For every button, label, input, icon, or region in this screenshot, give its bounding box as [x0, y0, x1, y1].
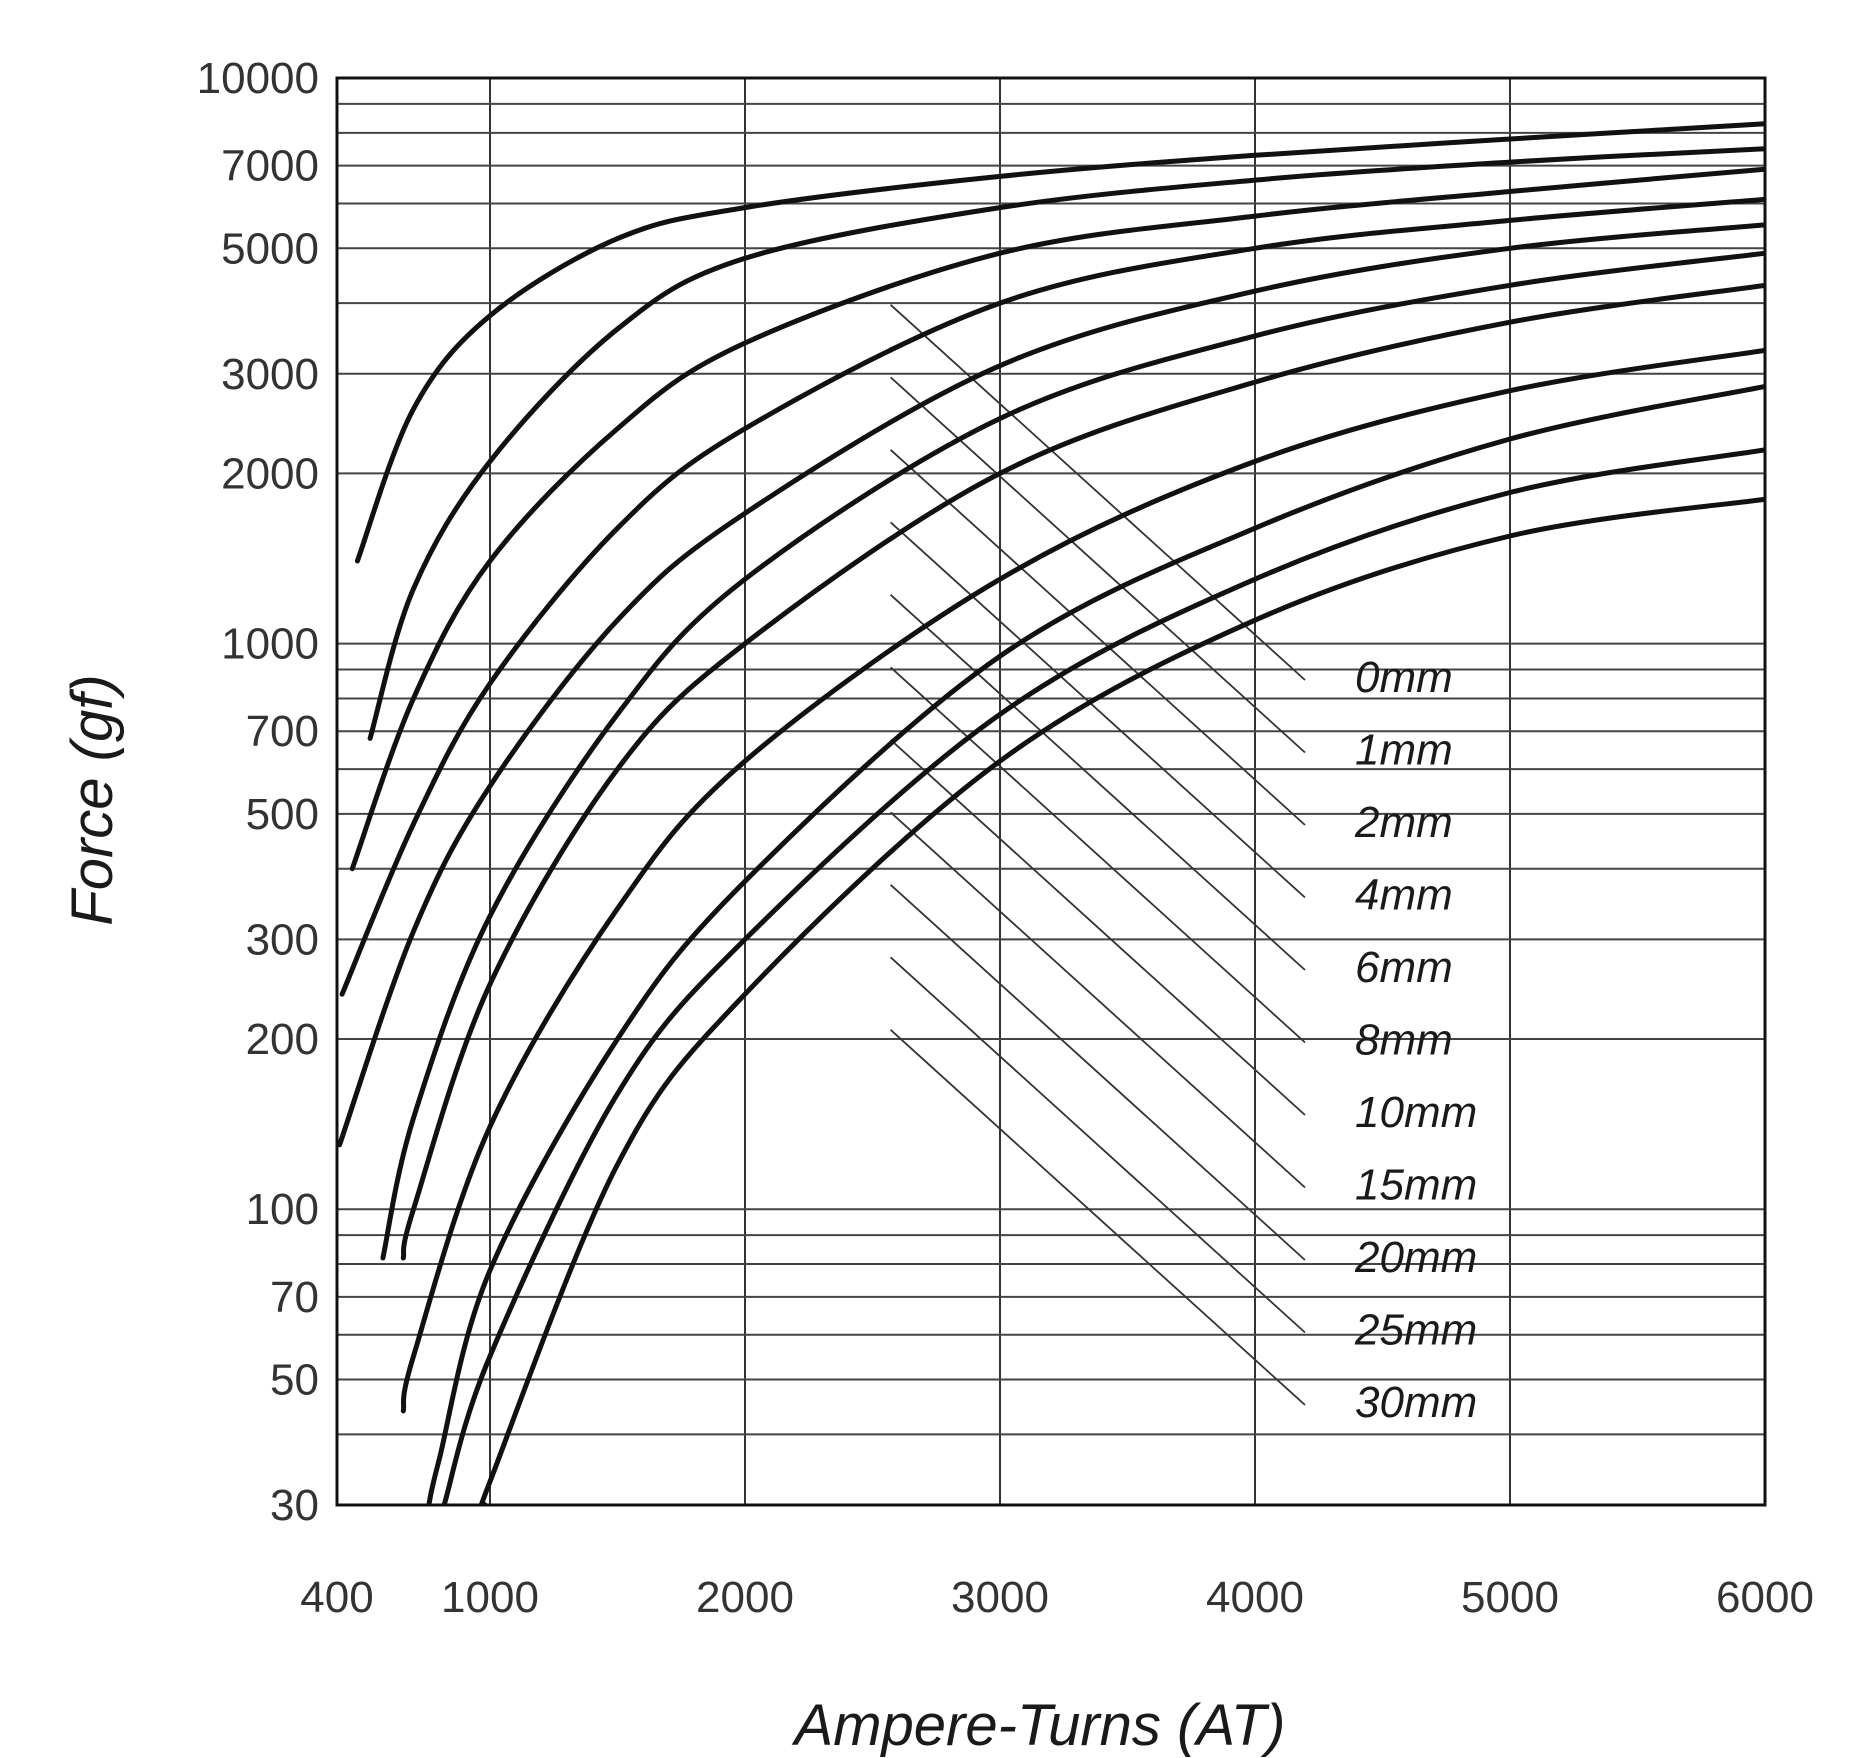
x-tick-label: 6000	[1716, 1573, 1814, 1622]
y-tick-label: 500	[246, 790, 319, 839]
x-tick-labels: 400 1000 2000 3000 4000 5000 6000	[300, 1573, 1814, 1622]
leader-line-8mm	[889, 666, 1306, 1044]
leader-line-6mm	[889, 594, 1306, 971]
y-tick-label: 1000	[221, 620, 319, 669]
y-tick-label: 100	[246, 1185, 319, 1234]
x-tick-label: 400	[300, 1573, 373, 1622]
y-tick-label: 700	[246, 707, 319, 756]
plot-frame	[335, 76, 1767, 1507]
series-curve-25mm	[441, 447, 1765, 1505]
y-tick-label: 3000	[221, 350, 319, 399]
y-axis-title: Force (gf)	[60, 674, 125, 925]
series-curve-8mm	[380, 250, 1765, 1261]
x-tick-label: 3000	[951, 1573, 1049, 1622]
label-leader-lines	[889, 304, 1306, 1406]
grid	[337, 78, 1765, 1505]
y-tick-label: 10000	[197, 54, 319, 103]
leader-line-10mm	[889, 739, 1306, 1116]
series-label-6mm: 6mm	[1355, 943, 1453, 992]
series-curve-0mm	[354, 121, 1765, 564]
leader-line-15mm	[889, 811, 1306, 1189]
series-curve-30mm	[478, 496, 1765, 1505]
x-tick-label: 5000	[1461, 1573, 1559, 1622]
x-tick-label: 1000	[441, 1573, 539, 1622]
series-label-25mm: 25mm	[1354, 1306, 1477, 1355]
series-curve-1mm	[367, 146, 1765, 741]
series-label-8mm: 8mm	[1355, 1016, 1453, 1065]
leader-line-20mm	[889, 884, 1306, 1261]
y-tick-label: 30	[270, 1481, 319, 1530]
leader-line-30mm	[889, 1029, 1306, 1406]
leader-line-0mm	[889, 304, 1306, 681]
y-tick-label: 50	[270, 1356, 319, 1405]
y-tick-label: 5000	[221, 224, 319, 273]
series-labels: 0mm 1mm 2mm 4mm 6mm 8mm 10mm 15mm 20mm 25mm 30mm	[1354, 653, 1477, 1427]
series-label-20mm: 20mm	[1354, 1233, 1477, 1282]
y-tick-labels: 30 50 70 100 200 300 500 700 1000 2000 3000 5000 700…	[197, 54, 319, 1530]
series-label-2mm: 2mm	[1354, 798, 1453, 847]
series-label-15mm: 15mm	[1355, 1161, 1477, 1210]
series-label-0mm: 0mm	[1355, 653, 1453, 702]
y-tick-label: 2000	[221, 449, 319, 498]
y-tick-label: 200	[246, 1015, 319, 1064]
y-tick-label: 300	[246, 915, 319, 964]
series-curve-20mm	[426, 383, 1765, 1505]
series-label-10mm: 10mm	[1355, 1088, 1477, 1137]
series-curve-6mm	[337, 222, 1765, 1148]
leader-line-2mm	[889, 449, 1306, 826]
y-tick-label: 7000	[221, 142, 319, 191]
x-axis-title: Ampere-Turns (AT)	[792, 1693, 1286, 1758]
series-curve-4mm	[339, 196, 1765, 997]
x-tick-label: 4000	[1206, 1573, 1304, 1622]
series-label-30mm: 30mm	[1355, 1378, 1477, 1427]
leader-line-25mm	[889, 956, 1306, 1334]
series-label-1mm: 1mm	[1355, 726, 1453, 775]
leader-line-4mm	[889, 521, 1306, 899]
series-curve-10mm	[400, 282, 1765, 1261]
x-tick-label: 2000	[696, 1573, 794, 1622]
series-curve-2mm	[349, 166, 1765, 872]
y-tick-label: 70	[270, 1273, 319, 1322]
series-curves	[337, 121, 1765, 1505]
series-label-4mm: 4mm	[1355, 871, 1453, 920]
series-curve-15mm	[400, 347, 1765, 1414]
